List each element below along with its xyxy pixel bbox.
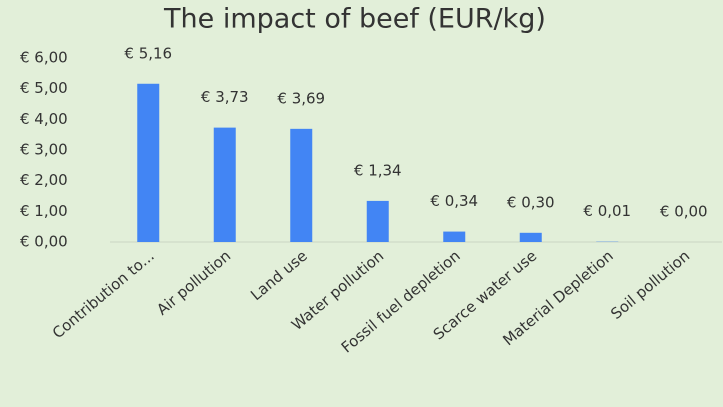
bar [213,127,236,242]
data-label: € 1,34 [354,161,402,179]
y-tick-label: € 0,00 [20,233,68,251]
y-tick-label: € 1,00 [20,202,68,220]
bar [366,200,389,242]
y-tick-label: € 2,00 [20,171,68,189]
data-label: € 3,69 [277,89,325,107]
y-tick-label: € 4,00 [20,110,68,128]
y-tick-label: € 5,00 [20,79,68,97]
bar [443,231,466,242]
bar [137,83,160,242]
data-label: € 0,30 [507,193,555,211]
y-tick-label: € 3,00 [20,141,68,159]
data-label: € 0,01 [583,202,631,220]
data-label: € 0,00 [660,203,708,221]
y-tick-label: € 6,00 [20,49,68,67]
chart-title: The impact of beef (EUR/kg) [163,4,546,35]
data-label: € 0,34 [430,192,478,210]
data-label: € 5,16 [124,44,172,62]
bar [290,128,313,242]
data-label: € 3,73 [201,88,249,106]
bar [519,232,542,242]
